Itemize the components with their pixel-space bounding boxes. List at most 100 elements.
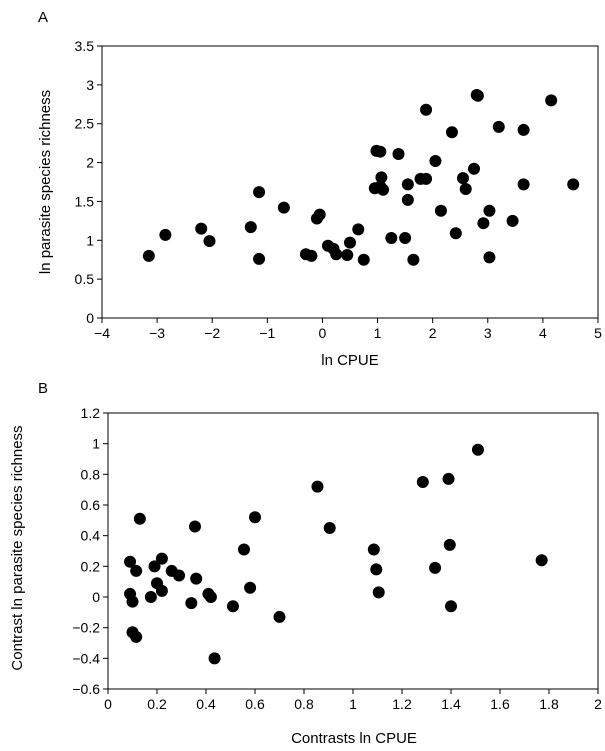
- panel-a-label: A: [38, 9, 48, 26]
- panel-a-x-tick-label: −2: [204, 325, 220, 341]
- panel-a-y-tick-label: 1.5: [75, 193, 95, 209]
- panel-a-data-point: [434, 204, 447, 217]
- panel-a-data-point: [420, 103, 433, 116]
- panel-a-data-point: [407, 253, 420, 266]
- panel-a-x-tick-label: −4: [94, 325, 110, 341]
- panel-a-x-tick-label: 0: [319, 325, 327, 341]
- panel-b-data-point: [126, 595, 139, 608]
- panel-b-data-point: [249, 511, 261, 524]
- panel-b-data-point: [208, 652, 221, 665]
- panel-a-data-point: [483, 251, 496, 264]
- panel-b-x-ticks: 0 0.2 0.4 0.6 0.8 1 1.2 1.4 1.6 1.8 2: [104, 689, 602, 712]
- panel-b-x-tick-label: 0.2: [147, 696, 167, 712]
- panel-b-data-point: [367, 543, 380, 556]
- panel-b-x-tick-label: 0: [104, 696, 112, 712]
- panel-a-data-point: [506, 214, 519, 227]
- panel-a-data-point: [456, 172, 469, 185]
- panel-b-y-ticks: −0.6 −0.4 −0.2 0 0.2 0.4 0.6 0.8 1 1.2: [72, 405, 108, 697]
- panel-b-y-tick-label: 0.2: [81, 558, 101, 574]
- panel-a-y-tick-label: 0: [86, 310, 94, 326]
- panel-a-data-point: [517, 178, 530, 191]
- panel-b-x-tick-label: 1: [349, 696, 357, 712]
- panel-b-data-point: [124, 555, 137, 568]
- panel-b-y-tick-label: 0.4: [81, 528, 101, 544]
- panel-b-data-point: [416, 476, 429, 488]
- panel-b-data-point: [323, 522, 336, 534]
- panel-a-data-point: [341, 249, 354, 262]
- panel-b-y-tick-label: 0.6: [81, 497, 101, 513]
- panel-b-plot-frame: [107, 412, 599, 690]
- panel-a-x-tick-label: 1: [374, 325, 382, 341]
- panel-a-data-point: [471, 89, 484, 102]
- panel-b-data-point: [185, 597, 198, 610]
- panel-a-data-point: [399, 231, 412, 244]
- panel-a-data-point: [483, 204, 496, 217]
- panel-a-x-axis-title: ln CPUE: [321, 352, 379, 369]
- panel-a-data-point: [357, 253, 370, 266]
- panel-a-x-tick-label: 2: [429, 325, 437, 341]
- panel-a-data-point: [277, 201, 290, 214]
- panel-a-data-point: [392, 148, 405, 161]
- panel-b-data-point: [535, 554, 548, 567]
- panel-a-y-tick-label: 0.5: [75, 271, 95, 287]
- panel-a-data-point: [374, 145, 387, 158]
- panel-b-data-point: [237, 543, 250, 556]
- panel-a-data-point: [344, 236, 356, 249]
- panel-a-y-tick-label: 3.5: [75, 38, 95, 54]
- panel-b-y-tick-label: −0.4: [72, 650, 100, 666]
- panel-a-data-point: [545, 94, 558, 107]
- panel-b-data-point: [311, 480, 324, 493]
- panel-b-data-point: [442, 472, 455, 485]
- panel-b-points: [124, 443, 548, 665]
- panel-a-y-tick-label: 2: [86, 155, 94, 171]
- panel-b-y-tick-label: 1.2: [81, 405, 101, 421]
- panel-b-x-tick-label: 0.4: [196, 696, 216, 712]
- panel-a-chart: A −4 −3 −2 −1 0 1 2 3 4 5 0 0.5 1 1.5 2 2.5 3 3.5 ln CPU…: [37, 9, 602, 369]
- panel-a-data-point: [159, 228, 172, 241]
- panel-b-data-point: [445, 600, 457, 613]
- panel-a-x-tick-label: 4: [539, 325, 547, 341]
- panel-a-y-tick-label: 1: [86, 232, 94, 248]
- panel-b-data-point: [188, 520, 201, 533]
- panel-a-y-ticks: 0 0.5 1 1.5 2 2.5 3 3.5: [75, 38, 102, 326]
- panel-b-y-tick-label: 1: [92, 436, 100, 452]
- panel-b-x-tick-label: 1.6: [490, 696, 510, 712]
- panel-a-data-point: [492, 120, 505, 133]
- panel-b-x-tick-label: 0.8: [294, 696, 314, 712]
- panel-b-label: B: [38, 380, 48, 397]
- panel-b-y-tick-label: 0.8: [81, 466, 101, 482]
- panel-b-data-point: [370, 563, 383, 576]
- panel-a-data-point: [377, 183, 390, 196]
- panel-b-x-tick-label: 1.4: [441, 696, 461, 712]
- panel-a-data-point: [445, 126, 458, 139]
- panel-b-y-tick-label: 0: [92, 589, 100, 605]
- panel-b-data-point: [130, 630, 143, 643]
- panel-a-data-point: [305, 249, 318, 262]
- panel-a-plot-frame: [101, 45, 599, 319]
- panel-a-data-point: [477, 217, 490, 230]
- panel-b-x-tick-label: 0.6: [245, 696, 265, 712]
- panel-b-data-point: [204, 591, 217, 603]
- panel-a-y-tick-label: 2.5: [75, 116, 95, 132]
- panel-a-data-point: [517, 123, 530, 136]
- panel-a-data-point: [253, 252, 266, 265]
- panel-a-data-point: [459, 182, 472, 195]
- panel-a-x-tick-label: −1: [259, 325, 275, 341]
- panel-a-data-point: [385, 231, 398, 244]
- panel-b-data-point: [155, 552, 168, 565]
- panel-a-data-point: [401, 178, 414, 191]
- panel-a-data-point: [203, 235, 216, 248]
- panel-a-data-point: [449, 227, 462, 240]
- panel-b-y-tick-label: −0.6: [72, 681, 100, 697]
- panel-a-data-point: [313, 208, 326, 221]
- panel-b-y-axis-title: Contrast ln parasite species richness: [9, 425, 26, 670]
- panel-b-data-point: [155, 584, 168, 597]
- panel-a-data-point: [420, 172, 433, 185]
- panel-b-data-point: [244, 581, 257, 594]
- panel-b-data-point: [190, 572, 203, 585]
- panel-a-data-point: [330, 248, 343, 261]
- panel-a-data-point: [352, 223, 365, 236]
- panel-a-data-point: [567, 178, 580, 191]
- panel-b-data-point: [372, 586, 385, 599]
